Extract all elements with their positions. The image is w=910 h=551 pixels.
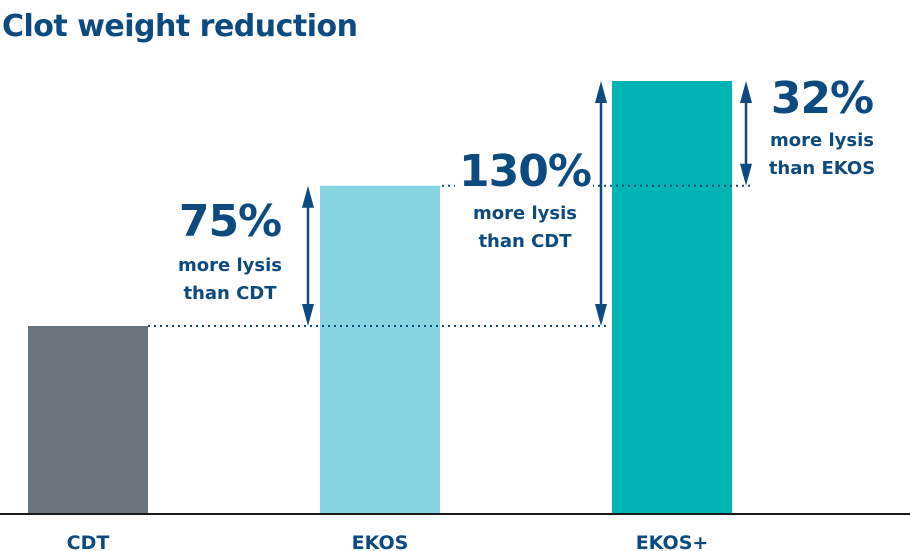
chart-title: Clot weight reduction [2, 9, 358, 44]
arrow-head-down-icon [302, 304, 314, 326]
annotation-32-line1: more lysis [770, 130, 874, 151]
annotation-75-value: 75% [179, 196, 281, 247]
x-tick-label-cdt: CDT [67, 532, 110, 551]
annotation-130-line1: more lysis [473, 203, 577, 224]
arrow-cdt-to-ekos [302, 185, 314, 326]
annotation-32-line2: than EKOS [769, 158, 875, 179]
annotation-75-line2: than CDT [183, 283, 277, 304]
annotation-130: 130% more lysis than CDT [455, 145, 593, 252]
annotation-75: 75% more lysis than CDT [178, 196, 282, 304]
arrow-ekos-to-ekos-plus [740, 81, 752, 186]
arrow-head-down-icon [740, 163, 752, 186]
annotation-32: 32% more lysis than EKOS [769, 73, 875, 179]
annotation-130-value: 130% [459, 146, 591, 197]
annotation-75-line1: more lysis [178, 255, 282, 276]
x-tick-label-ekos: EKOS [352, 532, 409, 551]
arrow-cdt-to-ekos-plus [595, 81, 607, 326]
annotation-32-value: 32% [771, 73, 873, 124]
annotation-130-line2: than CDT [478, 231, 572, 252]
bar-ekos-plus [612, 81, 732, 513]
arrow-head-down-icon [595, 304, 607, 326]
arrow-head-up-icon [302, 185, 314, 208]
arrow-head-up-icon [595, 81, 607, 104]
bar-ekos [320, 185, 440, 513]
bar-cdt [28, 326, 148, 513]
arrow-head-up-icon [740, 81, 752, 104]
x-tick-label-ekos-plus: EKOS+ [636, 532, 709, 551]
